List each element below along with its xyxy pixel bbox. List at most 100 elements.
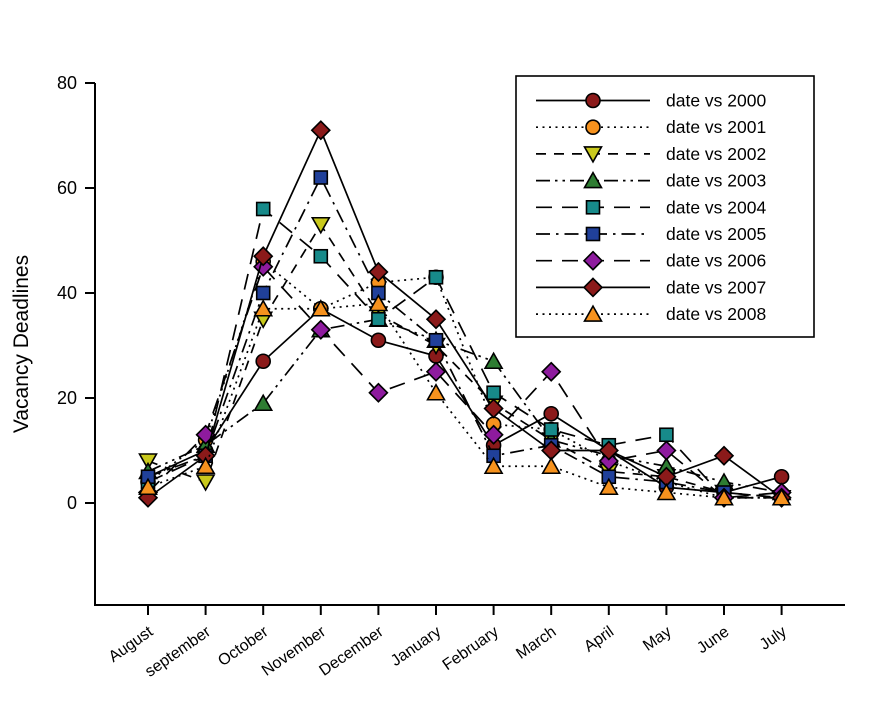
series-line-2000 [147, 307, 782, 494]
marker-2008 [714, 488, 734, 506]
marker-2002 [138, 453, 158, 471]
marker-2005 [428, 332, 444, 348]
y-tick-label: 20 [57, 388, 77, 408]
marker-2006 [310, 319, 331, 340]
legend-label: date vs 2006 [666, 251, 766, 271]
marker-2008 [253, 299, 274, 317]
legend-label: date vs 2000 [666, 91, 766, 111]
y-tick-label: 80 [57, 73, 77, 93]
x-tick-label: February [440, 623, 502, 674]
legend-marker-circle-icon [585, 119, 601, 135]
legend-item-2002: date vs 2002 [536, 144, 766, 164]
marker-2004 [659, 427, 674, 443]
marker-2003 [483, 351, 504, 370]
marker-2008 [483, 456, 504, 475]
legend-label: date vs 2004 [666, 197, 766, 217]
legend-marker-triangle-up-icon [583, 304, 603, 322]
marker-2007 [425, 309, 447, 330]
legend-item-2006: date vs 2006 [536, 250, 766, 271]
legend-item-2000: date vs 2000 [536, 91, 766, 111]
series-line-2002 [147, 223, 782, 499]
x-tick-label: December [316, 623, 387, 680]
marker-2007 [598, 440, 619, 461]
marker-2006 [425, 361, 447, 382]
marker-2007 [253, 246, 274, 267]
marker-2007 [310, 120, 331, 141]
legend-box [515, 75, 815, 338]
marker-2006 [656, 440, 677, 461]
marker-2005 [313, 170, 329, 185]
marker-2008 [310, 299, 331, 317]
x-tick-label: November [259, 623, 330, 680]
series-line-2004 [147, 207, 782, 499]
marker-2000 [543, 405, 560, 422]
series-2008 [138, 293, 792, 506]
legend-label: date vs 2007 [666, 277, 766, 297]
legend: date vs 2000 date vs 2001 date vs 2002 date… [515, 75, 815, 338]
marker-2007 [483, 398, 504, 419]
legend-marker-diamond-icon [582, 277, 604, 298]
marker-2000 [370, 332, 387, 349]
marker-2008 [541, 456, 562, 475]
marker-2008 [656, 482, 677, 501]
marker-2004 [428, 269, 444, 285]
marker-2008 [138, 477, 158, 496]
marker-2000 [255, 353, 272, 370]
legend-label: date vs 2002 [666, 144, 766, 164]
x-tick-label: June [694, 623, 732, 657]
legend-marker-square-icon [585, 226, 601, 242]
series-2006 [137, 256, 792, 508]
legend-item-2003: date vs 2003 [536, 171, 766, 191]
series-line-2006 [147, 265, 782, 499]
legend-marker-circle-icon [585, 92, 601, 109]
x-tick-label: August [106, 623, 157, 666]
y-tick-label: 0 [67, 493, 77, 513]
x-tick-label: April [581, 623, 617, 655]
series-2007 [137, 120, 792, 508]
marker-2004 [371, 311, 386, 327]
legend-label: date vs 2005 [666, 224, 766, 244]
marker-2002 [310, 216, 331, 235]
legend-marker-square-icon [585, 200, 601, 215]
y-tick-label: 60 [57, 178, 77, 198]
series-line-2007 [147, 128, 783, 499]
marker-2003 [253, 393, 274, 412]
x-tick-label: July [757, 623, 790, 653]
marker-2006 [541, 361, 562, 382]
marker-2004 [255, 201, 271, 217]
marker-2006 [483, 424, 504, 445]
marker-2004 [313, 248, 329, 264]
legend-item-2004: date vs 2004 [536, 197, 766, 217]
y-tick-label: 40 [57, 283, 77, 303]
legend-marker-diamond-icon [582, 250, 604, 271]
legend-label: date vs 2008 [666, 304, 766, 324]
marker-2002 [195, 474, 216, 492]
marker-2006 [598, 450, 619, 472]
y-axis-title: Vacancy Deadlines [10, 255, 33, 433]
series-line-2005 [147, 175, 782, 499]
legend-item-2008: date vs 2008 [536, 304, 766, 324]
legend-item-2001: date vs 2001 [536, 117, 766, 137]
series-line-2003 [147, 318, 782, 494]
marker-2004 [543, 422, 559, 437]
legend-marker-triangle-up-icon [583, 170, 603, 189]
marker-2000 [773, 468, 790, 485]
marker-2004 [486, 385, 501, 401]
marker-2008 [771, 488, 792, 506]
marker-2008 [195, 456, 216, 475]
x-tick-label: March [513, 623, 559, 662]
x-tick-label: september [142, 623, 214, 681]
x-tick-label: May [640, 623, 675, 654]
x-tick-label: January [388, 623, 444, 670]
legend-label: date vs 2003 [666, 171, 766, 191]
legend-marker-triangle-down-icon [583, 146, 603, 164]
legend-item-2007: date vs 2007 [536, 277, 766, 298]
marker-2008 [598, 477, 619, 496]
marker-2008 [426, 383, 446, 401]
marker-2005 [255, 285, 271, 301]
marker-2007 [713, 445, 735, 466]
marker-2007 [368, 261, 389, 283]
marker-2006 [368, 382, 389, 403]
